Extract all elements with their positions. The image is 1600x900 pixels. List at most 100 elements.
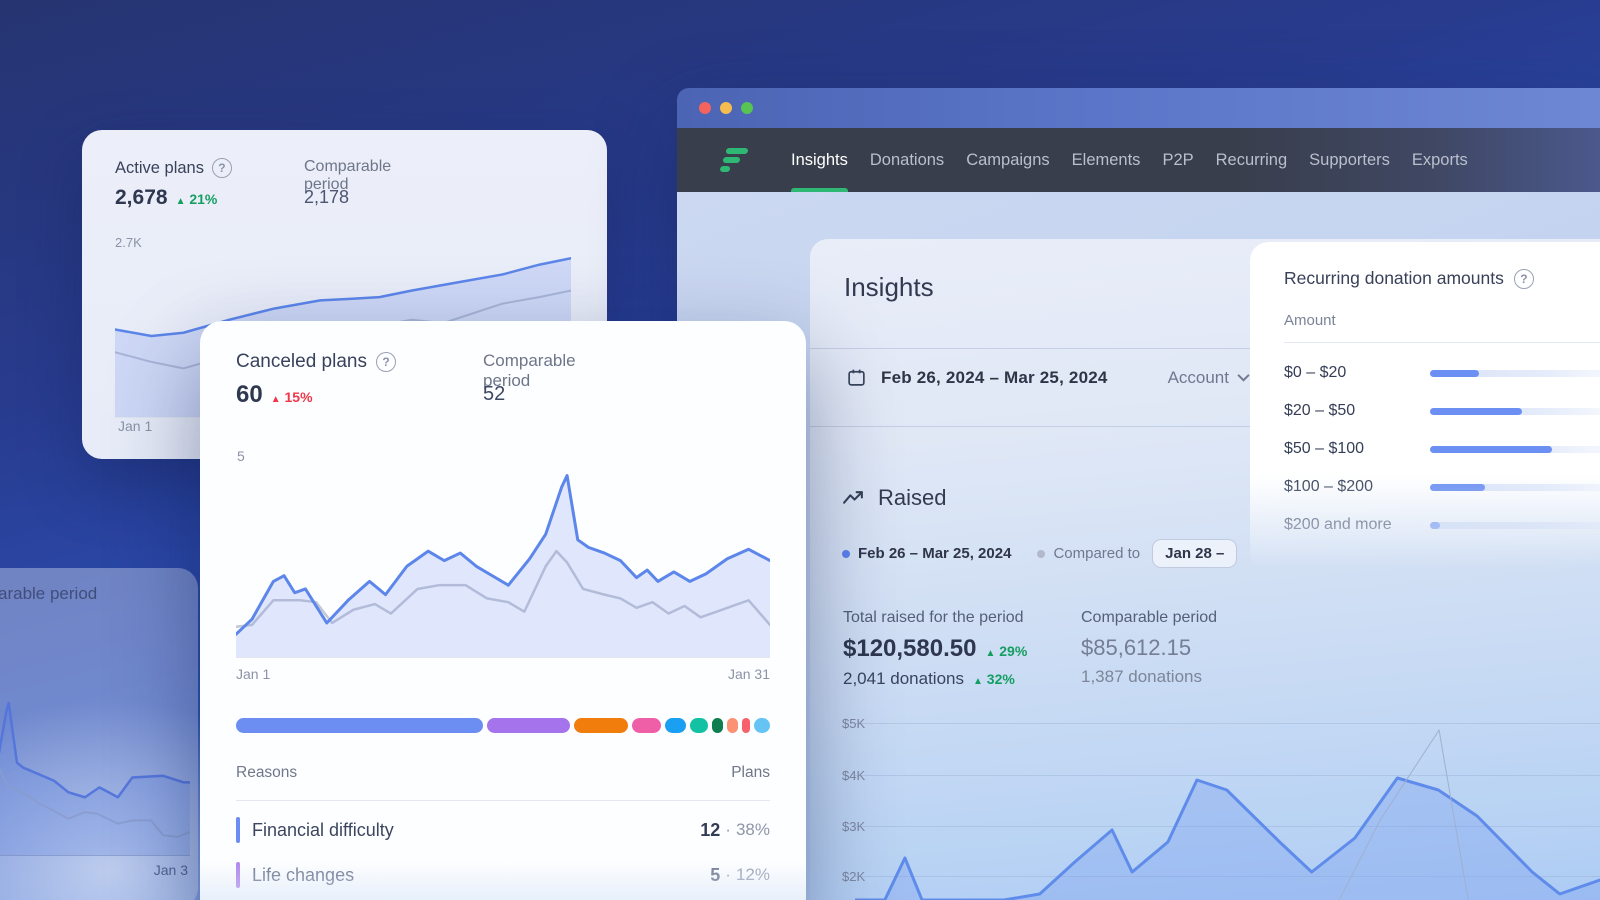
segment-reason-6 xyxy=(689,718,709,733)
divider xyxy=(236,800,770,801)
account-dropdown[interactable]: Account xyxy=(1168,368,1250,388)
divider xyxy=(1284,342,1600,343)
raised-totals: Total raised for the period $120,580.50 … xyxy=(843,609,1217,689)
y-tick: $2K xyxy=(842,869,866,884)
partial-card-axis xyxy=(0,855,190,856)
nav-item-exports[interactable]: Exports xyxy=(1411,150,1468,169)
segment-reason-4 xyxy=(631,718,662,733)
partial-card-x-label: Jan 3 xyxy=(153,862,188,878)
y-tick: $5K xyxy=(842,716,866,731)
y-axis-label: 2.7K xyxy=(115,235,142,250)
amount-range-label: $50 – $100 xyxy=(1284,440,1365,457)
date-range-selector[interactable]: Feb 26, 2024 – Mar 25, 2024 xyxy=(881,367,1108,387)
calendar-icon xyxy=(848,369,865,386)
amount-bar-fill xyxy=(1430,407,1522,415)
recurring-donation-amounts-card: Recurring donation amounts ? Amount $0 –… xyxy=(1250,242,1600,572)
active-plans-value: 2,678 xyxy=(115,186,168,209)
reason-share: 38% xyxy=(735,820,770,839)
gridline xyxy=(855,775,1600,776)
amount-column-header: Amount xyxy=(1284,312,1336,329)
help-icon[interactable]: ? xyxy=(375,352,396,372)
nav-item-elements[interactable]: Elements xyxy=(1071,150,1141,169)
comparable-donations: 1,387 donations xyxy=(1081,667,1202,686)
amount-row: $50 – $100 xyxy=(1284,430,1600,468)
nav-item-recurring[interactable]: Recurring xyxy=(1215,150,1288,169)
segment-reason-5 xyxy=(665,718,686,733)
up-arrow-icon: ▲ xyxy=(175,196,186,207)
nav-item-insights[interactable]: Insights xyxy=(791,128,848,192)
reasons-column-header: Reasons xyxy=(236,764,298,781)
divider xyxy=(810,426,1600,427)
plans-column-header: Plans xyxy=(731,764,770,781)
amount-row: $0 – $20 xyxy=(1284,354,1600,392)
help-icon[interactable]: ? xyxy=(211,158,232,178)
active-plans-title: Active plans xyxy=(115,158,204,177)
canceled-plans-card: Canceled plans ? Comparable period 60 ▲ … xyxy=(200,321,806,900)
amount-row: $100 – $200 xyxy=(1284,468,1600,506)
amount-range-label: $100 – $200 xyxy=(1284,478,1373,495)
reason-marker xyxy=(236,817,240,843)
nav-item-donations[interactable]: Donations xyxy=(869,150,945,169)
canceled-plans-delta: ▲ 15% xyxy=(270,389,313,405)
reason-row: Financial difficulty 12 · 38% xyxy=(236,817,770,843)
amount-range-label: $0 – $20 xyxy=(1284,364,1347,381)
recurring-amounts-title: Recurring donation amounts xyxy=(1284,268,1504,288)
gridline xyxy=(855,876,1600,877)
card-bottom-fade xyxy=(200,861,806,900)
comparable-period-value: 2,178 xyxy=(304,187,350,207)
amount-rows: $0 – $20 $20 – $50 $50 – $100 $100 – $200 $2… xyxy=(1284,354,1600,544)
canceled-plans-value: 60 xyxy=(236,381,263,408)
reason-count: 12 xyxy=(700,819,721,840)
comparable-period-partial-card: arable period Jan 3 xyxy=(0,568,198,900)
raised-chart xyxy=(855,700,1600,900)
y-tick: $3K xyxy=(842,819,866,834)
legend-current-period: Feb 26 – Mar 25, 2024 xyxy=(858,545,1012,562)
amount-bar-fill xyxy=(1430,483,1486,491)
canceled-plans-chart xyxy=(236,468,770,657)
segment-reason-8 xyxy=(727,718,738,733)
top-navbar: Insights Donations Campaigns Elements P2P Rec… xyxy=(677,128,1600,192)
current-period-dot xyxy=(842,549,850,558)
segment-reason-9 xyxy=(741,718,750,733)
compared-period-selector[interactable]: Jan 28 – xyxy=(1152,539,1238,568)
amount-bar-track xyxy=(1430,445,1600,453)
gridline xyxy=(855,826,1600,827)
amount-bar-track xyxy=(1430,521,1600,529)
amount-bar-track xyxy=(1430,483,1600,491)
fundraise-up-logo xyxy=(719,148,749,172)
amount-row: $200 and more xyxy=(1284,506,1600,544)
amount-bar-fill xyxy=(1430,369,1479,377)
donations-delta: ▲ 32% xyxy=(973,671,1015,687)
partial-card-label: arable period xyxy=(0,584,98,603)
comparable-period-label: Comparable period xyxy=(304,158,392,193)
maximize-window-button[interactable] xyxy=(741,102,753,114)
total-raised-label: Total raised for the period xyxy=(843,609,1024,626)
divider xyxy=(810,348,1600,349)
comparable-period-label: Comparable period xyxy=(1081,609,1218,626)
nav-menu: Insights Donations Campaigns Elements P2P Rec… xyxy=(791,128,1468,192)
comparable-raised-value: $85,612.15 xyxy=(1081,635,1192,660)
amount-bar-track xyxy=(1430,407,1600,415)
amount-range-label: $200 and more xyxy=(1284,516,1392,533)
total-raised-delta: ▲ 29% xyxy=(985,643,1028,659)
comparable-period-label: Comparable period xyxy=(483,351,576,390)
amount-bar-fill xyxy=(1430,445,1553,453)
trend-up-icon xyxy=(843,490,863,504)
nav-item-campaigns[interactable]: Campaigns xyxy=(966,150,1050,169)
chevron-down-icon xyxy=(1237,374,1250,382)
raised-section-heading: Raised xyxy=(878,485,947,510)
x-start-label: Jan 1 xyxy=(236,666,271,682)
nav-item-supporters[interactable]: Supporters xyxy=(1309,150,1390,169)
gridline xyxy=(855,723,1600,724)
partial-card-chart xyxy=(0,690,190,855)
nav-item-p2p[interactable]: P2P xyxy=(1162,150,1194,169)
minimize-window-button[interactable] xyxy=(720,102,732,114)
compared-to-label: Compared to xyxy=(1053,545,1141,562)
reasons-distribution-bar xyxy=(236,718,770,733)
account-dropdown-label: Account xyxy=(1167,367,1229,387)
page-title: Insights xyxy=(844,272,934,302)
canceled-plans-title: Canceled plans xyxy=(236,351,367,372)
close-window-button[interactable] xyxy=(699,102,711,114)
amount-row: $20 – $50 xyxy=(1284,392,1600,430)
help-icon[interactable]: ? xyxy=(1513,268,1534,289)
